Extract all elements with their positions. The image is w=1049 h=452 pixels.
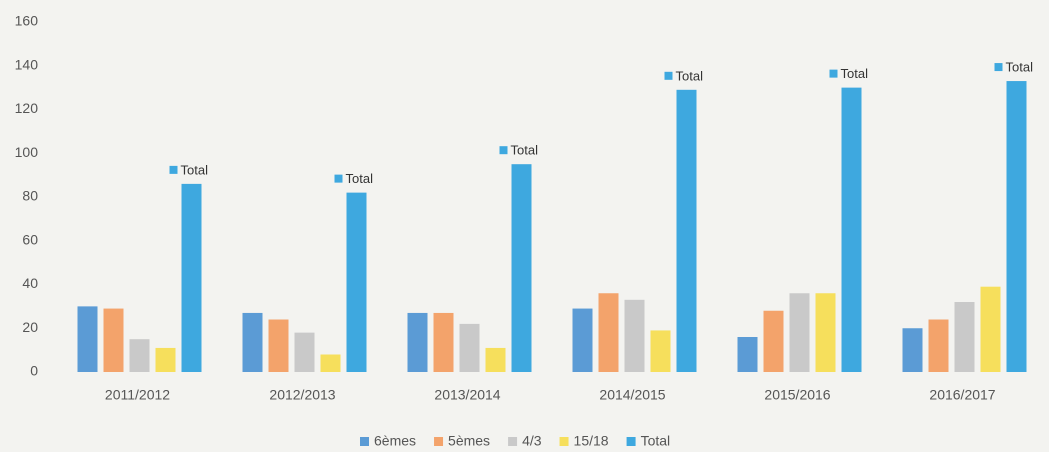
bar (485, 347, 506, 372)
bar (129, 339, 150, 372)
bar (320, 354, 341, 372)
label-swatch (334, 174, 343, 183)
x-tick-label: 2015/2016 (764, 387, 830, 403)
data-label: Total (676, 68, 704, 83)
legend-swatch (626, 437, 636, 446)
bar (268, 319, 289, 372)
data-label: Total (346, 171, 374, 186)
bar (294, 332, 315, 372)
label-swatch (169, 165, 178, 174)
bar (103, 308, 124, 372)
bar (459, 323, 480, 372)
y-tick-label: 80 (22, 188, 38, 204)
bar (511, 164, 532, 372)
legend-label: 6èmes (374, 433, 416, 449)
y-tick-label: 20 (22, 319, 38, 335)
label-swatch (994, 63, 1003, 72)
bar (676, 89, 697, 372)
legend-swatch (559, 437, 569, 446)
data-label: Total (1006, 60, 1034, 75)
y-tick-label: 160 (15, 13, 39, 29)
bar (181, 183, 202, 372)
label-swatch (829, 69, 838, 78)
label-swatch (499, 146, 508, 155)
legend-swatch (508, 437, 518, 446)
x-tick-label: 2013/2014 (434, 387, 500, 403)
y-tick-label: 140 (15, 56, 39, 72)
y-tick-label: 120 (15, 100, 39, 116)
bar (737, 337, 758, 372)
y-tick-label: 60 (22, 231, 38, 247)
bar (1006, 81, 1027, 372)
bar (763, 310, 784, 372)
bar (954, 302, 975, 372)
bar (407, 312, 428, 372)
label-swatch (664, 71, 673, 80)
bar (572, 308, 593, 372)
data-label: Total (511, 143, 539, 158)
bar (980, 286, 1001, 372)
bar (624, 299, 645, 372)
legend-label: 15/18 (574, 433, 609, 449)
legend-swatch (434, 437, 444, 446)
x-tick-label: 2011/2012 (105, 387, 170, 403)
bar (650, 330, 671, 372)
bar (815, 293, 836, 372)
bar (346, 192, 367, 372)
bar (841, 87, 862, 372)
bar (928, 319, 949, 372)
legend-swatch (360, 437, 369, 446)
x-tick-label: 2012/2013 (269, 387, 335, 403)
legend-label: 4/3 (522, 433, 542, 449)
data-label: Total (181, 162, 209, 177)
bar (789, 293, 810, 372)
legend-label: 5èmes (448, 433, 490, 449)
bar (155, 347, 176, 372)
legend-label: Total (641, 433, 671, 449)
data-label: Total (841, 66, 869, 81)
y-tick-label: 0 (30, 363, 38, 379)
y-tick-label: 40 (22, 275, 38, 291)
y-tick-label: 100 (15, 144, 39, 160)
bar (433, 312, 454, 372)
bar (902, 328, 923, 372)
bar (598, 293, 619, 372)
x-tick-label: 2016/2017 (929, 387, 995, 403)
bar (242, 312, 263, 372)
x-tick-label: 2014/2015 (599, 387, 665, 403)
bar (77, 306, 98, 372)
